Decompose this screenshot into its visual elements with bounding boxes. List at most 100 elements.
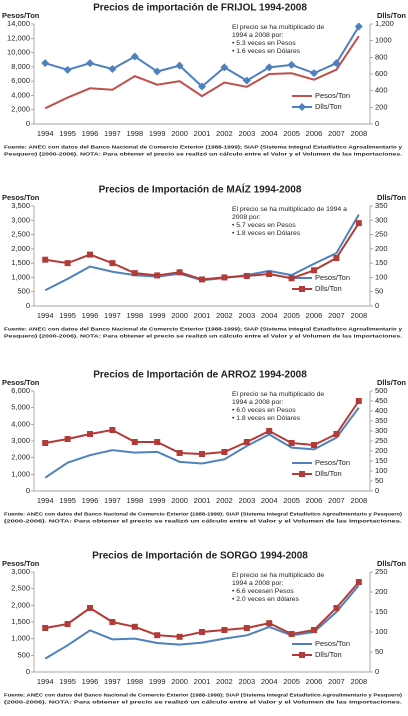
chart-title: Precios de Importación de ARROZ 1994-200… <box>93 370 307 381</box>
x-tick-label: 2002 <box>216 311 233 320</box>
chart-title: Precios de Importación de SORGO 1994-200… <box>92 551 308 562</box>
marker <box>154 272 161 279</box>
x-tick-label: 2003 <box>238 677 255 686</box>
x-tick-label: 1996 <box>82 311 99 320</box>
y-tick-label: 1,500 <box>11 258 30 267</box>
annotation: El precio se ha multiplicado de <box>232 391 324 398</box>
y-tick-label: 12,000 <box>7 33 30 42</box>
marker <box>154 632 161 639</box>
x-tick-label: 1997 <box>104 677 121 686</box>
chart-title: Precios de Importación de MAÍZ 1994-2008 <box>99 183 302 196</box>
marker <box>131 270 138 277</box>
x-tick-label: 1994 <box>37 311 54 320</box>
marker <box>287 60 296 69</box>
series-line <box>44 35 360 110</box>
marker <box>333 255 340 261</box>
x-tick-label: 1998 <box>126 129 143 138</box>
marker <box>266 271 273 277</box>
y2-tick-label: 200 <box>375 244 388 253</box>
x-tick-label: 2005 <box>283 311 300 320</box>
marker <box>288 275 295 282</box>
marker <box>310 69 318 78</box>
x-tick-label: 2006 <box>306 677 323 686</box>
x-tick-label: 1994 <box>37 496 54 505</box>
y-tick-label: 1,500 <box>11 617 30 626</box>
marker <box>87 251 93 258</box>
y2-tick-label: 0 <box>375 301 379 310</box>
marker <box>288 631 295 637</box>
legend-marker <box>299 286 305 292</box>
annotation: • 1.8 veces en Dólares <box>232 415 301 422</box>
marker <box>175 61 184 70</box>
y-tick-label: 2,000 <box>11 105 30 114</box>
chart-panel: Precios de Importación de ARROZ 1994-200… <box>2 370 406 525</box>
y-tick-label: 8,000 <box>11 62 30 71</box>
legend-label: Pesos/Ton <box>315 91 350 100</box>
y2-tick-label: 150 <box>375 258 388 267</box>
y-tick-label: 2,500 <box>11 230 30 239</box>
x-tick-label: 1999 <box>149 311 166 320</box>
marker <box>311 627 317 633</box>
chart-panel: Precios de Importación de MAÍZ 1994-2008… <box>2 183 406 340</box>
marker <box>87 431 93 437</box>
x-tick-label: 2007 <box>328 311 345 320</box>
x-tick-label: 2004 <box>261 311 278 320</box>
x-tick-label: 2002 <box>216 677 233 686</box>
y2-tick-label: 200 <box>375 102 388 111</box>
legend-label: Dlls/Ton <box>315 469 342 478</box>
marker <box>333 431 340 437</box>
y2-tick-label: 0 <box>375 486 379 495</box>
source-note: Pesquero) (2000-2006). NOTA: Para obtene… <box>4 333 403 339</box>
x-tick-label: 2001 <box>194 311 211 320</box>
marker <box>131 439 138 445</box>
y-axis-label: Pesos/Ton <box>2 11 40 20</box>
annotation: • 1.6 veces en Dólares <box>232 48 301 55</box>
x-tick-label: 1997 <box>104 129 121 138</box>
chart-panel: Precios de importación de FRIJOL 1994-20… <box>2 3 406 158</box>
x-tick-label: 2005 <box>283 129 300 138</box>
x-tick-label: 2005 <box>283 496 300 505</box>
marker <box>243 625 250 631</box>
x-tick-label: 2003 <box>238 311 255 320</box>
x-tick-label: 1994 <box>37 129 54 138</box>
marker <box>109 260 116 267</box>
chart-title: Precios de importación de FRIJOL 1994-20… <box>93 3 307 14</box>
y2-tick-label: 0 <box>375 667 379 676</box>
marker <box>243 273 250 279</box>
marker <box>176 633 183 640</box>
marker <box>242 76 251 85</box>
x-tick-label: 1996 <box>82 129 99 138</box>
marker <box>333 605 340 611</box>
source-note: (2000-2006). NOTA: Para obtener el preci… <box>4 518 403 524</box>
marker <box>354 22 363 31</box>
x-tick-label: 2001 <box>194 677 211 686</box>
y2-axis-label: Dlls/Ton <box>377 11 406 20</box>
marker <box>42 256 49 263</box>
source-note: Fuente: ANEC con datos del Banco Naciona… <box>4 511 402 517</box>
chart-panel: Precios de Importación de SORGO 1994-200… <box>2 551 406 706</box>
marker <box>153 67 162 76</box>
marker <box>176 450 183 456</box>
y-axis-label: Pesos/Ton <box>2 378 40 387</box>
marker <box>355 220 362 227</box>
marker <box>64 436 71 442</box>
y-tick-label: 6,000 <box>11 386 30 395</box>
x-tick-label: 2000 <box>171 496 188 505</box>
x-tick-label: 2002 <box>216 496 233 505</box>
x-tick-label: 2008 <box>350 129 367 138</box>
y2-tick-label: 600 <box>375 69 388 78</box>
x-tick-label: 1998 <box>126 496 143 505</box>
marker <box>311 267 317 274</box>
y2-tick-label: 250 <box>375 436 388 445</box>
x-tick-label: 2006 <box>306 496 323 505</box>
y-tick-label: 0 <box>26 119 30 128</box>
marker <box>355 579 362 585</box>
x-tick-label: 2007 <box>328 129 345 138</box>
x-tick-label: 1995 <box>59 311 76 320</box>
marker <box>130 52 139 61</box>
source-note: Fuente: ANEC con datos del Banco Naciona… <box>4 144 402 150</box>
y2-tick-label: 100 <box>375 272 388 281</box>
y2-tick-label: 0 <box>375 119 379 128</box>
x-tick-label: 2001 <box>194 496 211 505</box>
